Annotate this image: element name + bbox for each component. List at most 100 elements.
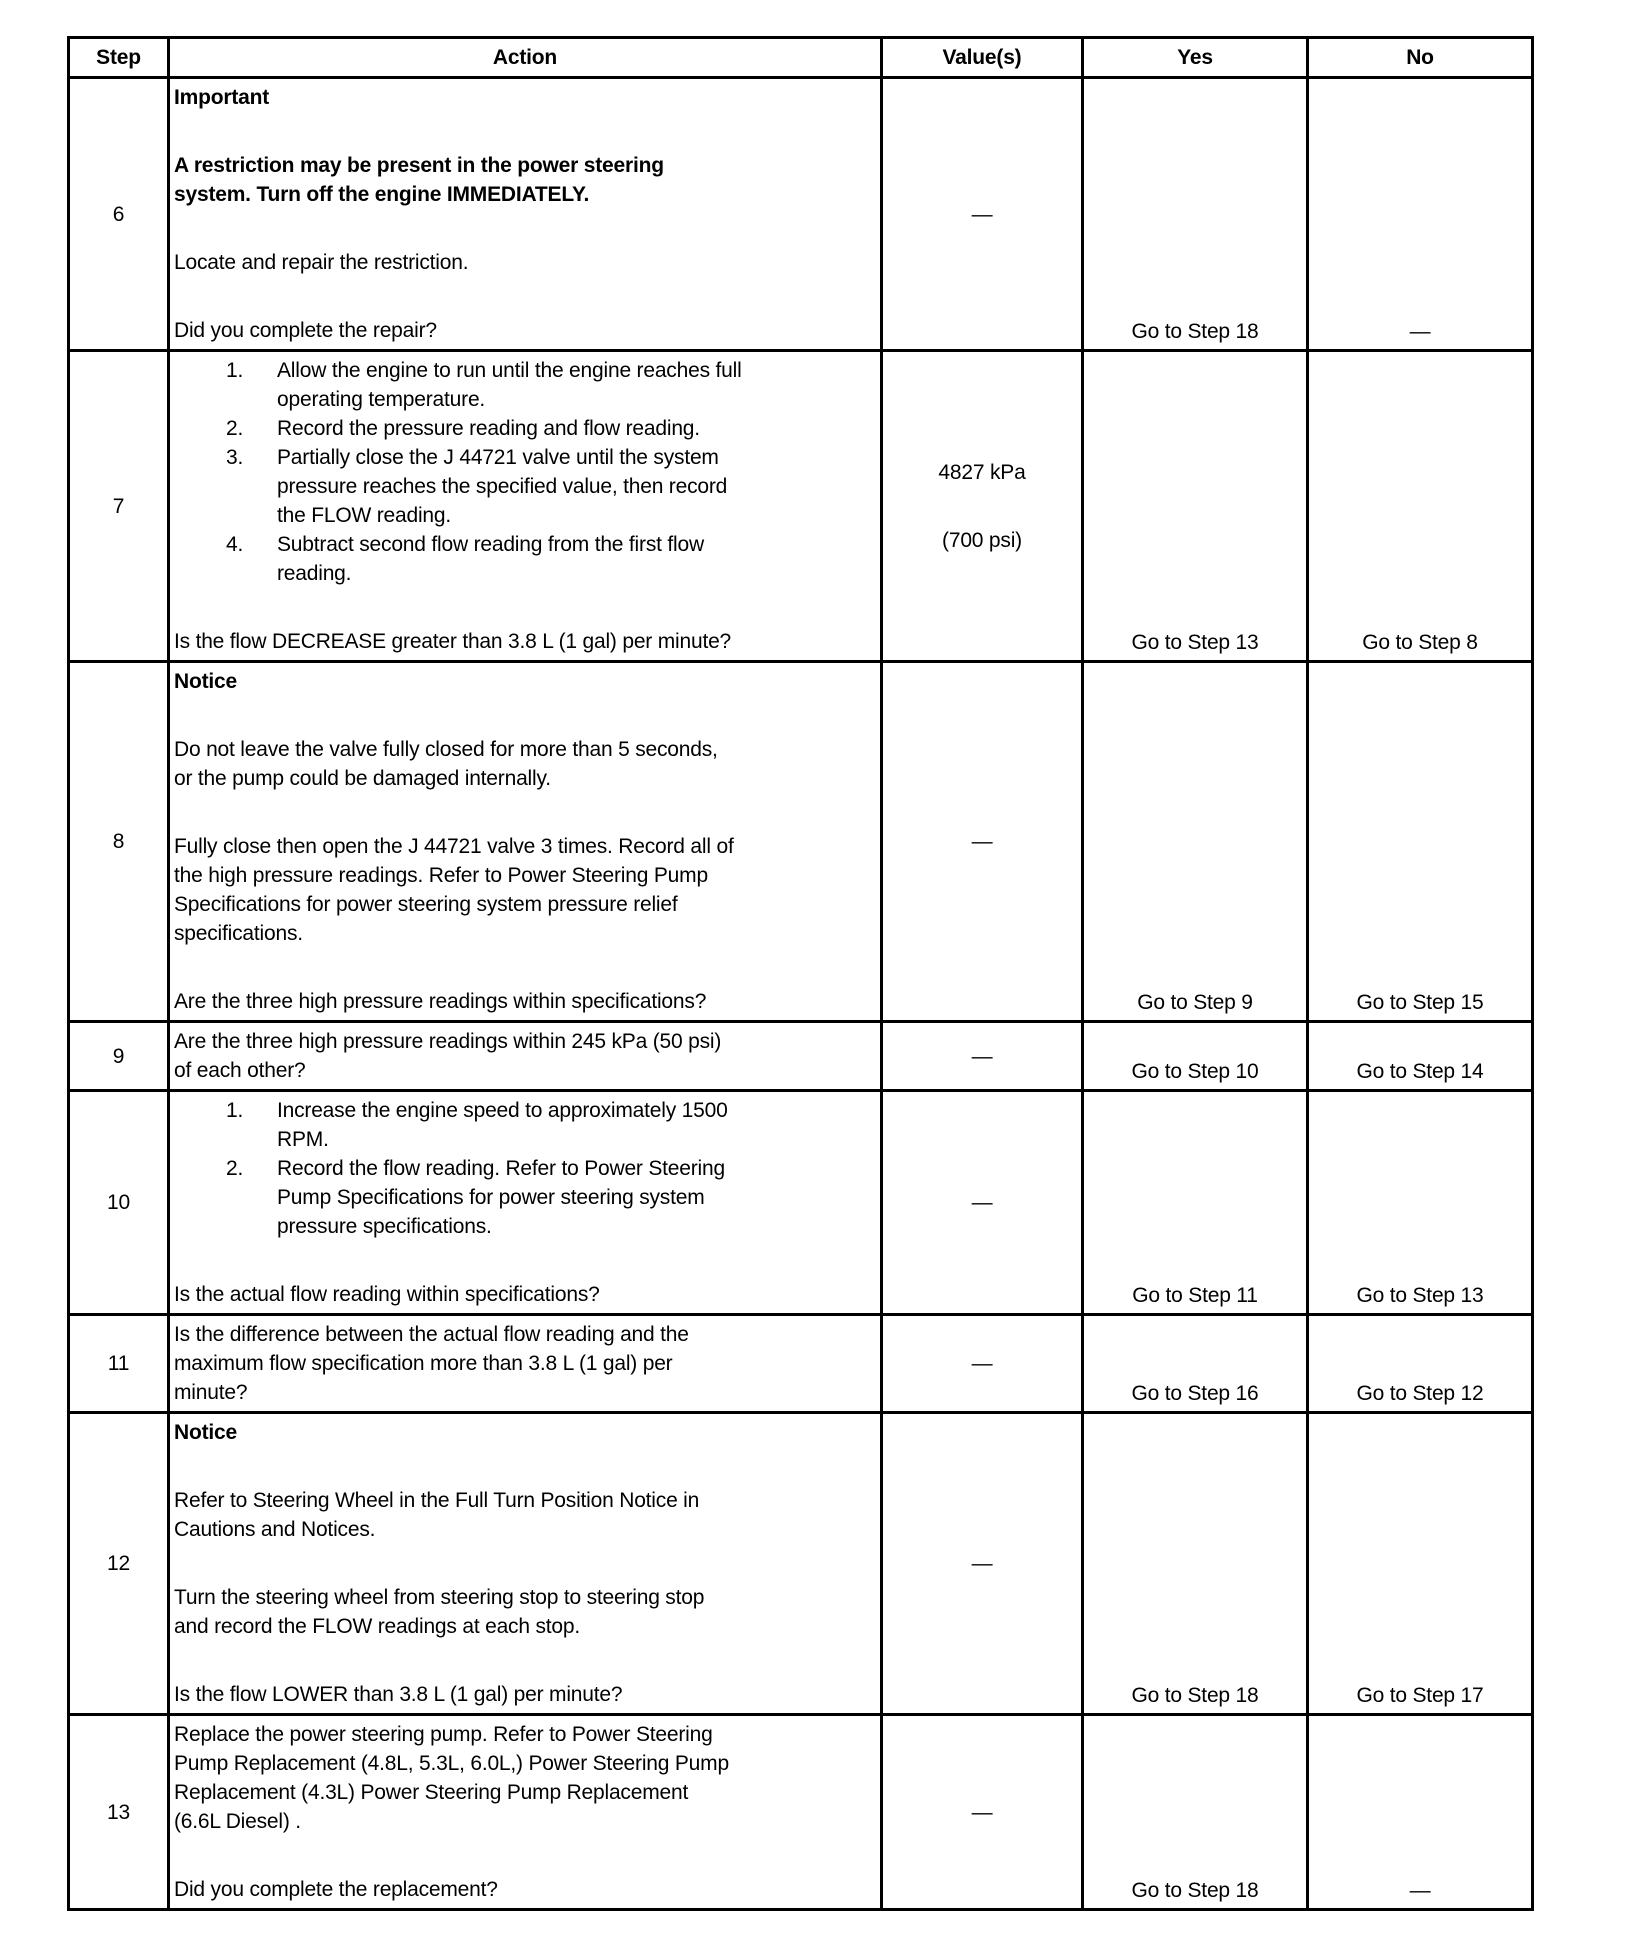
value-text: — [971, 1552, 993, 1575]
yes-cell: Go to Step 18 [1081, 1411, 1309, 1716]
header-action: Action [167, 36, 883, 79]
action-paragraph: Did you complete the replacement? [174, 1878, 498, 1901]
action-paragraph: Refer to Steering Wheel in the Full Turn… [174, 1489, 700, 1541]
action-step: 2. Record the flow reading. Refer to Powe… [174, 1154, 874, 1241]
yes-cell: Go to Step 10 [1081, 1020, 1309, 1092]
table-row: 10 1. Increase the engine speed to approxi… [67, 1089, 1534, 1316]
action-paragraph: Is the difference between the actual flo… [174, 1323, 689, 1404]
action-cell: Notice Refer to Steering Wheel in the Ful… [167, 1411, 883, 1716]
value-text: (700 psi) [942, 528, 1022, 552]
action-cell: 1. Allow the engine to run until the engi… [167, 349, 883, 663]
action-step: 3. Partially close the J 44721 valve unti… [174, 443, 874, 530]
step-text: Partially close the J 44721 valve until … [277, 446, 728, 527]
action-cell: Replace the power steering pump. Refer t… [167, 1713, 883, 1911]
table-row: 7 1. Allow the engine to run until the eng… [67, 349, 1534, 663]
table-row: 12 Notice Refer to Steering Wheel in the F… [67, 1411, 1534, 1716]
action-step: 2. Record the pressure reading and flow r… [174, 414, 874, 443]
value-cell: — [880, 76, 1084, 352]
yes-cell: Go to Step 11 [1081, 1089, 1309, 1316]
step-text: Increase the engine speed to approximate… [277, 1099, 728, 1151]
action-cell: 1. Increase the engine speed to approxima… [167, 1089, 883, 1316]
step-number: 1. [226, 359, 244, 382]
value-text: — [971, 202, 993, 226]
value-cell: — [880, 1713, 1084, 1911]
step-text: Record the flow reading. Refer to Power … [277, 1157, 725, 1238]
action-paragraph: Did you complete the repair? [174, 319, 437, 342]
step-cell: 12 [67, 1411, 170, 1716]
value-cell: 4827 kPa (700 psi) [880, 349, 1084, 663]
step-number: 4. [226, 533, 244, 556]
value-cell: — [880, 1089, 1084, 1316]
action-paragraph: Are the three high pressure readings wit… [174, 1030, 722, 1082]
yes-cell: Go to Step 18 [1081, 1713, 1309, 1911]
value-text: 4827 kPa [938, 460, 1026, 484]
action-step: 1. Allow the engine to run until the engi… [174, 356, 874, 414]
action-paragraph: Replace the power steering pump. Refer t… [174, 1723, 729, 1833]
yes-cell: Go to Step 9 [1081, 660, 1309, 1023]
action-paragraph: Locate and repair the restriction. [174, 251, 469, 274]
no-cell: — [1306, 1713, 1534, 1911]
value-cell: — [880, 1411, 1084, 1716]
no-cell: Go to Step 8 [1306, 349, 1534, 663]
table-row: 9 Are the three high pressure readings wi… [67, 1020, 1534, 1092]
step-cell: 7 [67, 349, 170, 663]
action-cell: Notice Do not leave the valve fully close… [167, 660, 883, 1023]
action-paragraph: Fully close then open the J 44721 valve … [174, 835, 734, 945]
action-cell: Important A restriction may be present in… [167, 76, 883, 352]
step-cell: 13 [67, 1713, 170, 1911]
action-step: 1. Increase the engine speed to approxima… [174, 1096, 874, 1154]
notice-heading: Notice [174, 670, 237, 693]
step-cell: 11 [67, 1313, 170, 1414]
value-text: — [971, 830, 993, 853]
value-cell: — [880, 1313, 1084, 1414]
step-cell: 8 [67, 660, 170, 1023]
header-row: Step Action Value(s) Yes No [67, 36, 1534, 79]
action-paragraph: Do not leave the valve fully closed for … [174, 738, 718, 790]
step-text: Allow the engine to run until the engine… [277, 359, 742, 411]
step-cell: 10 [67, 1089, 170, 1316]
no-cell: Go to Step 13 [1306, 1089, 1534, 1316]
header-yes: Yes [1081, 36, 1309, 79]
diagnostic-table: Step Action Value(s) Yes No 6 Important A … [67, 36, 1534, 1911]
no-cell: Go to Step 17 [1306, 1411, 1534, 1716]
no-cell: Go to Step 12 [1306, 1313, 1534, 1414]
value-text: — [971, 1044, 993, 1068]
step-number: 2. [226, 417, 244, 440]
action-cell: Is the difference between the actual flo… [167, 1313, 883, 1414]
header-no: No [1306, 36, 1534, 79]
action-cell: Are the three high pressure readings wit… [167, 1020, 883, 1092]
value-text: — [971, 1800, 993, 1824]
value-text: — [971, 1352, 993, 1375]
step-cell: 6 [67, 76, 170, 352]
action-paragraph: Turn the steering wheel from steering st… [174, 1586, 705, 1638]
step-cell: 9 [67, 1020, 170, 1092]
table-body: 6 Important A restriction may be present i… [67, 76, 1534, 1911]
action-steps-list: 1. Allow the engine to run until the engi… [174, 356, 874, 588]
header-step: Step [67, 36, 170, 79]
action-paragraph: Is the flow DECREASE greater than 3.8 L … [174, 630, 732, 653]
notice-heading: Important [174, 86, 270, 109]
step-text: Record the pressure reading and flow rea… [277, 417, 700, 440]
no-cell: — [1306, 76, 1534, 352]
action-paragraph: Are the three high pressure readings wit… [174, 990, 707, 1013]
header-value: Value(s) [880, 36, 1084, 79]
no-cell: Go to Step 15 [1306, 660, 1534, 1023]
step-number: 1. [226, 1099, 244, 1122]
table-row: 8 Notice Do not leave the valve fully clos… [67, 660, 1534, 1023]
table-row: 6 Important A restriction may be present i… [67, 76, 1534, 352]
yes-cell: Go to Step 16 [1081, 1313, 1309, 1414]
table-row: 11 Is the difference between the actual f… [67, 1313, 1534, 1414]
no-cell: Go to Step 14 [1306, 1020, 1534, 1092]
yes-cell: Go to Step 18 [1081, 76, 1309, 352]
notice-heading: A restriction may be present in the powe… [174, 154, 664, 206]
step-number: 3. [226, 446, 244, 469]
value-cell: — [880, 1020, 1084, 1092]
action-step: 4. Subtract second flow reading from the … [174, 530, 874, 588]
action-paragraph: Is the flow LOWER than 3.8 L (1 gal) per… [174, 1683, 623, 1706]
value-text: — [971, 1191, 993, 1214]
yes-cell: Go to Step 13 [1081, 349, 1309, 663]
step-number: 2. [226, 1157, 244, 1180]
table-row: 13 Replace the power steering pump. Refer… [67, 1713, 1534, 1911]
value-cell: — [880, 660, 1084, 1023]
notice-heading: Notice [174, 1421, 237, 1444]
